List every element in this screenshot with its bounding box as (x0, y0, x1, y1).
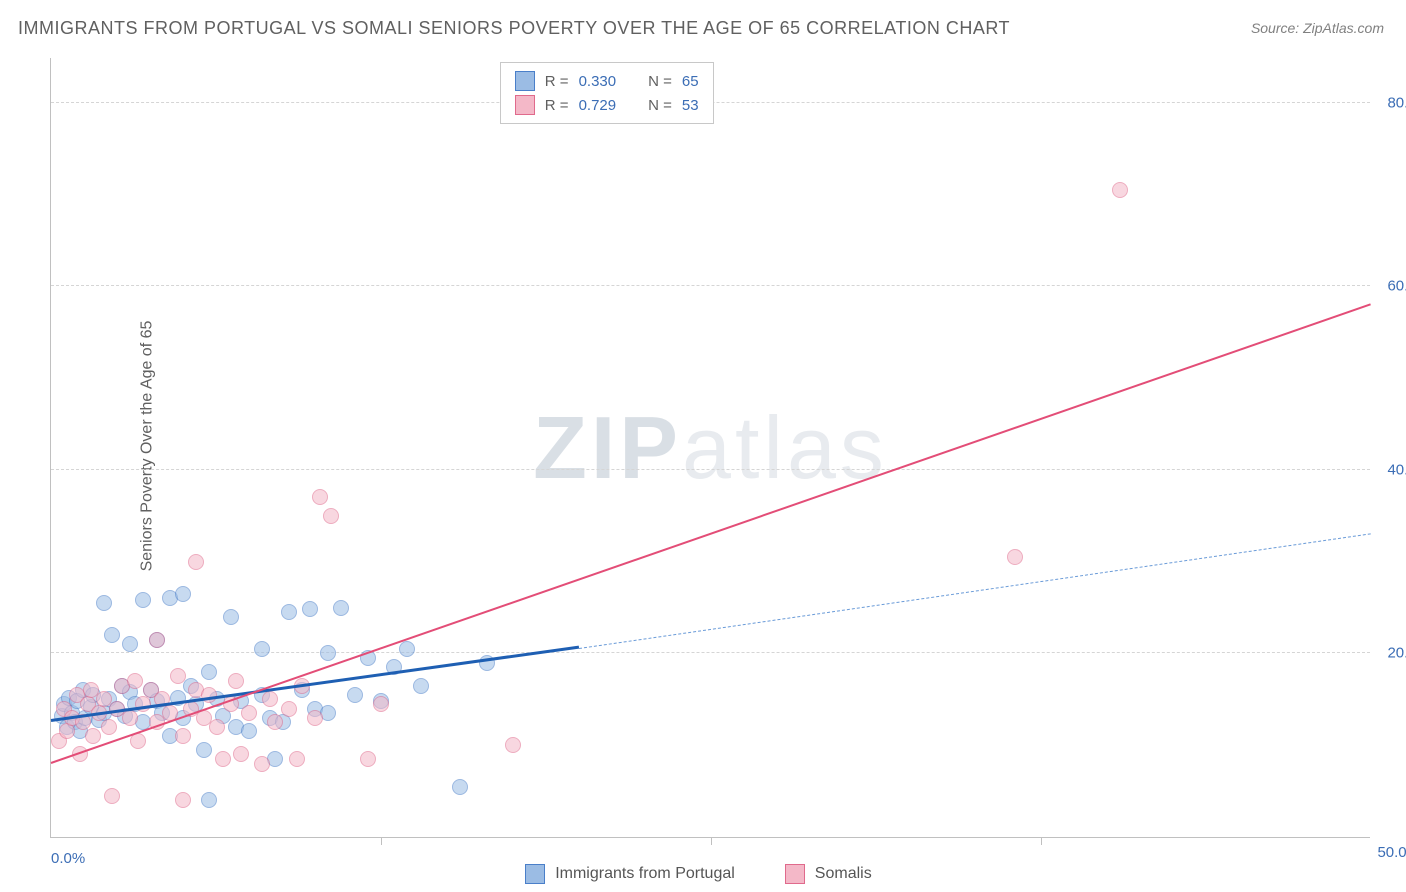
source-label: Source: (1251, 20, 1299, 36)
stats-legend: R = 0.330 N = 65 R = 0.729 N = 53 (500, 62, 714, 124)
scatter-point (135, 592, 151, 608)
series-legend: Immigrants from Portugal Somalis (525, 864, 912, 884)
scatter-point (101, 719, 117, 735)
scatter-point (302, 601, 318, 617)
scatter-point (127, 673, 143, 689)
y-tick-label: 40.0% (1387, 461, 1406, 478)
x-tick-label: 50.0% (1377, 844, 1406, 861)
stats-legend-row: R = 0.729 N = 53 (515, 93, 699, 117)
scatter-point (281, 701, 297, 717)
gridline (51, 469, 1370, 470)
watermark: ZIPatlas (533, 397, 888, 499)
scatter-point (289, 751, 305, 767)
r-value: 0.330 (579, 73, 617, 90)
legend-swatch (785, 864, 805, 884)
scatter-point (360, 751, 376, 767)
scatter-point (254, 756, 270, 772)
scatter-point (175, 586, 191, 602)
scatter-point (122, 710, 138, 726)
scatter-point (312, 489, 328, 505)
r-label: R = (545, 97, 569, 114)
scatter-point (209, 719, 225, 735)
scatter-point (149, 632, 165, 648)
scatter-point (413, 678, 429, 694)
scatter-point (228, 673, 244, 689)
scatter-point (170, 668, 186, 684)
scatter-point (320, 645, 336, 661)
scatter-point (262, 691, 278, 707)
legend-swatch (515, 95, 535, 115)
scatter-point (196, 742, 212, 758)
x-tick (1041, 837, 1042, 845)
scatter-point (223, 609, 239, 625)
scatter-point (505, 737, 521, 753)
r-value: 0.729 (579, 97, 617, 114)
scatter-point (175, 728, 191, 744)
scatter-point (85, 728, 101, 744)
scatter-point (201, 792, 217, 808)
scatter-point (59, 723, 75, 739)
scatter-point (241, 723, 257, 739)
watermark-part1: ZIP (533, 398, 682, 497)
scatter-point (307, 710, 323, 726)
scatter-point (188, 554, 204, 570)
x-tick (711, 837, 712, 845)
scatter-point (373, 696, 389, 712)
scatter-point (241, 705, 257, 721)
scatter-point (215, 751, 231, 767)
scatter-point (281, 604, 297, 620)
x-tick-label: 0.0% (51, 850, 85, 867)
scatter-point (323, 508, 339, 524)
chart-title: IMMIGRANTS FROM PORTUGAL VS SOMALI SENIO… (18, 18, 1010, 39)
scatter-point (1007, 549, 1023, 565)
n-label: N = (648, 73, 672, 90)
scatter-point (233, 746, 249, 762)
scatter-point (1112, 182, 1128, 198)
y-tick-label: 60.0% (1387, 278, 1406, 295)
scatter-point (399, 641, 415, 657)
legend-swatch (515, 71, 535, 91)
stats-legend-row: R = 0.330 N = 65 (515, 69, 699, 93)
trend-line (51, 303, 1372, 764)
y-tick-label: 80.0% (1387, 94, 1406, 111)
y-tick-label: 20.0% (1387, 645, 1406, 662)
legend-swatch (525, 864, 545, 884)
source-attribution: Source: ZipAtlas.com (1251, 20, 1384, 36)
n-value: 53 (682, 97, 699, 114)
source-link[interactable]: ZipAtlas.com (1303, 20, 1384, 36)
scatter-point (104, 627, 120, 643)
n-value: 65 (682, 73, 699, 90)
scatter-point (122, 636, 138, 652)
scatter-point (333, 600, 349, 616)
n-label: N = (648, 97, 672, 114)
scatter-point (254, 641, 270, 657)
legend-label: Somalis (815, 865, 872, 883)
scatter-point (452, 779, 468, 795)
scatter-point (104, 788, 120, 804)
scatter-point (175, 792, 191, 808)
gridline (51, 285, 1370, 286)
scatter-point (267, 714, 283, 730)
legend-label: Immigrants from Portugal (555, 865, 735, 883)
trend-line (579, 533, 1371, 649)
gridline (51, 652, 1370, 653)
x-tick (381, 837, 382, 845)
r-label: R = (545, 73, 569, 90)
scatter-point (347, 687, 363, 703)
scatter-point (201, 664, 217, 680)
plot-area: ZIPatlas 20.0%40.0%60.0%80.0%0.0%50.0%R … (50, 58, 1370, 838)
scatter-point (96, 595, 112, 611)
